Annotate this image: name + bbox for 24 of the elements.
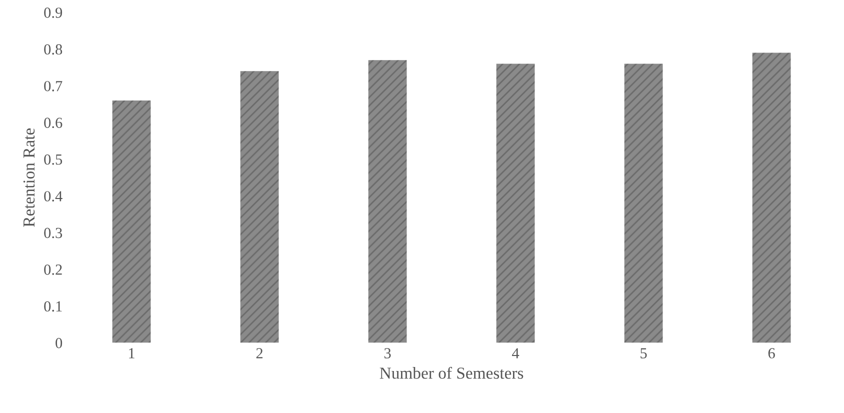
bar [496, 64, 535, 343]
y-tick-label: 0.1 [44, 301, 62, 312]
bar [240, 71, 279, 343]
x-tick-label: 1 [129, 348, 134, 358]
y-axis-title: Retention Rate [23, 128, 35, 227]
y-tick-label: 0.7 [44, 80, 62, 92]
bar [112, 100, 151, 343]
x-tick-label: 5 [640, 348, 647, 358]
bar [368, 60, 407, 343]
y-tick-label: 0.5 [44, 154, 62, 165]
y-tick-label: 0.6 [44, 118, 62, 128]
y-tick-label: 0.4 [44, 191, 62, 202]
x-tick-label: 2 [256, 348, 263, 358]
y-tick-label: 0 [56, 338, 62, 348]
x-axis-title: Number of Semesters [380, 366, 524, 379]
bar [752, 52, 791, 343]
x-tick-label: 4 [512, 348, 520, 358]
y-tick-label: 0.2 [44, 264, 62, 275]
x-tick-label: 3 [384, 348, 391, 358]
y-tick-label: 0.3 [44, 228, 62, 238]
y-tick-label: 0.9 [44, 8, 62, 18]
x-tick-label: 6 [768, 348, 775, 358]
y-tick-label: 0.8 [44, 44, 62, 55]
bar [624, 64, 663, 343]
